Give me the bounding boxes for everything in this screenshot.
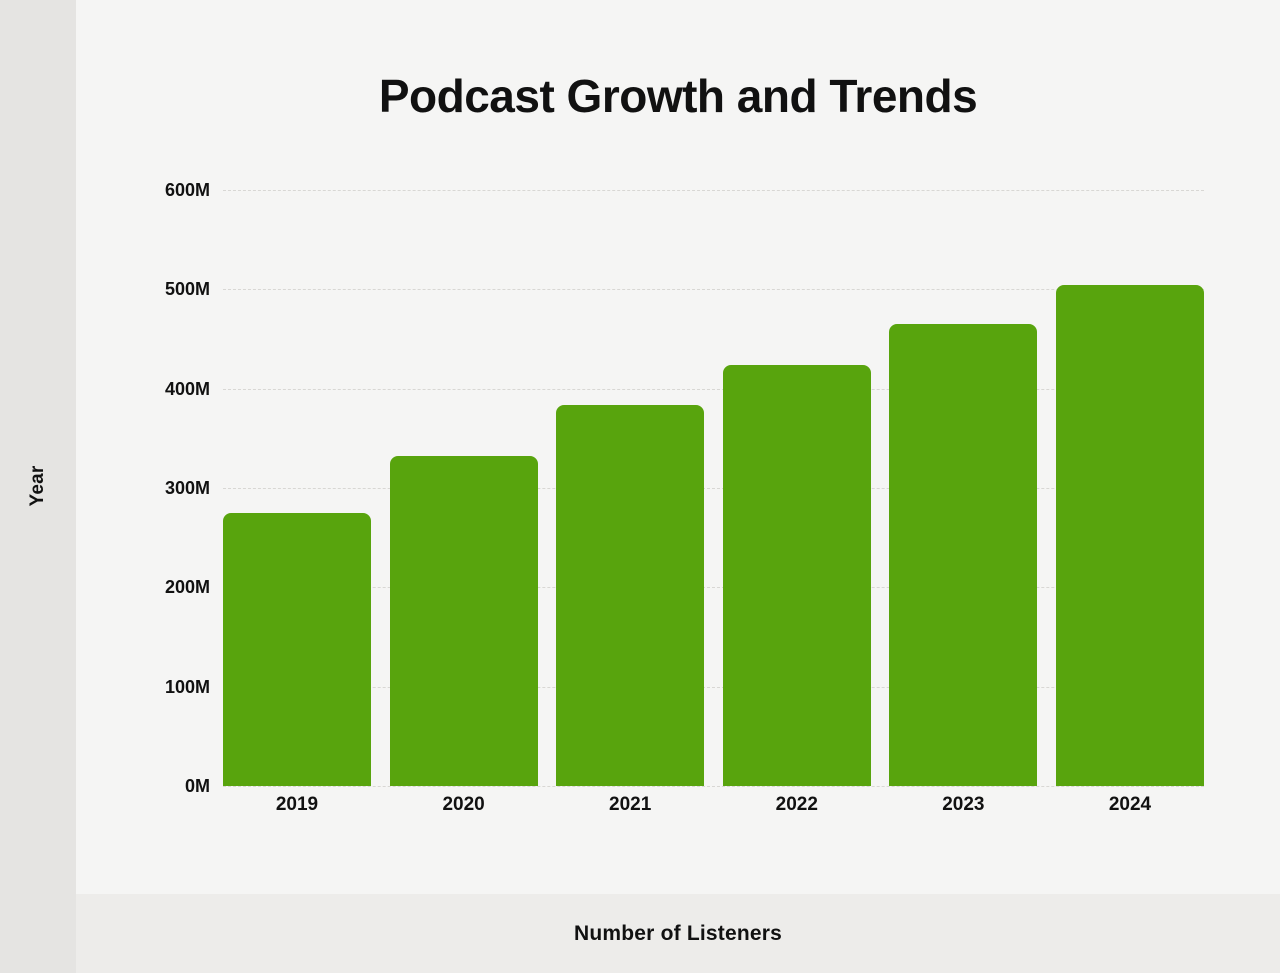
plot-area (223, 190, 1204, 787)
gridline-100M (223, 686, 1204, 688)
footer-bar: Number of Listeners (76, 894, 1280, 973)
xtick-label-2019: 2019 (275, 794, 319, 815)
side-axis-title: Year (27, 465, 48, 507)
gridline-600M (223, 190, 1204, 191)
bar-slot-2023 (889, 190, 1038, 786)
bar-slot-2019 (223, 190, 371, 786)
bar-2020 (389, 456, 538, 786)
bar-2021 (556, 404, 705, 786)
xtick-label-2021: 2021 (609, 794, 652, 815)
bottom-axis-title: Number of Listeners (573, 921, 782, 945)
ytick-label-500M: 500M (164, 279, 210, 300)
chart-title: Podcast Growth and Trends (378, 70, 978, 122)
xtick-label-2024: 2024 (1108, 794, 1152, 815)
ytick-label-300M: 300M (164, 478, 210, 498)
bar-2022 (722, 364, 871, 786)
left-sidebar (0, 0, 76, 973)
gridline-200M (223, 587, 1204, 589)
bar-2019 (223, 513, 371, 786)
gridline-300M (223, 488, 1204, 489)
bar-slot-2021 (556, 190, 705, 786)
ytick-label-200M: 200M (164, 577, 210, 598)
ytick-label-0M: 0M (184, 776, 210, 796)
bar-slot-2022 (722, 190, 871, 786)
gridline-500M (223, 289, 1204, 291)
bar-slot-2020 (389, 190, 538, 786)
bar-slot-2024 (1055, 190, 1204, 786)
ytick-label-400M: 400M (164, 378, 210, 399)
bars-row (223, 190, 1204, 786)
bar-2023 (889, 324, 1038, 786)
ytick-label-100M: 100M (164, 676, 210, 697)
xtick-label-2020: 2020 (442, 794, 485, 815)
gridline-0M (223, 786, 1204, 787)
x-axis-tick-labels: 2019 2020 2021 2022 2023 2024 (223, 794, 1204, 816)
xtick-label-2023: 2023 (942, 794, 985, 815)
ytick-label-600M: 600M (164, 180, 210, 200)
bar-2024 (1055, 284, 1204, 786)
gridline-400M (223, 388, 1204, 390)
xtick-label-2022: 2022 (775, 794, 818, 815)
